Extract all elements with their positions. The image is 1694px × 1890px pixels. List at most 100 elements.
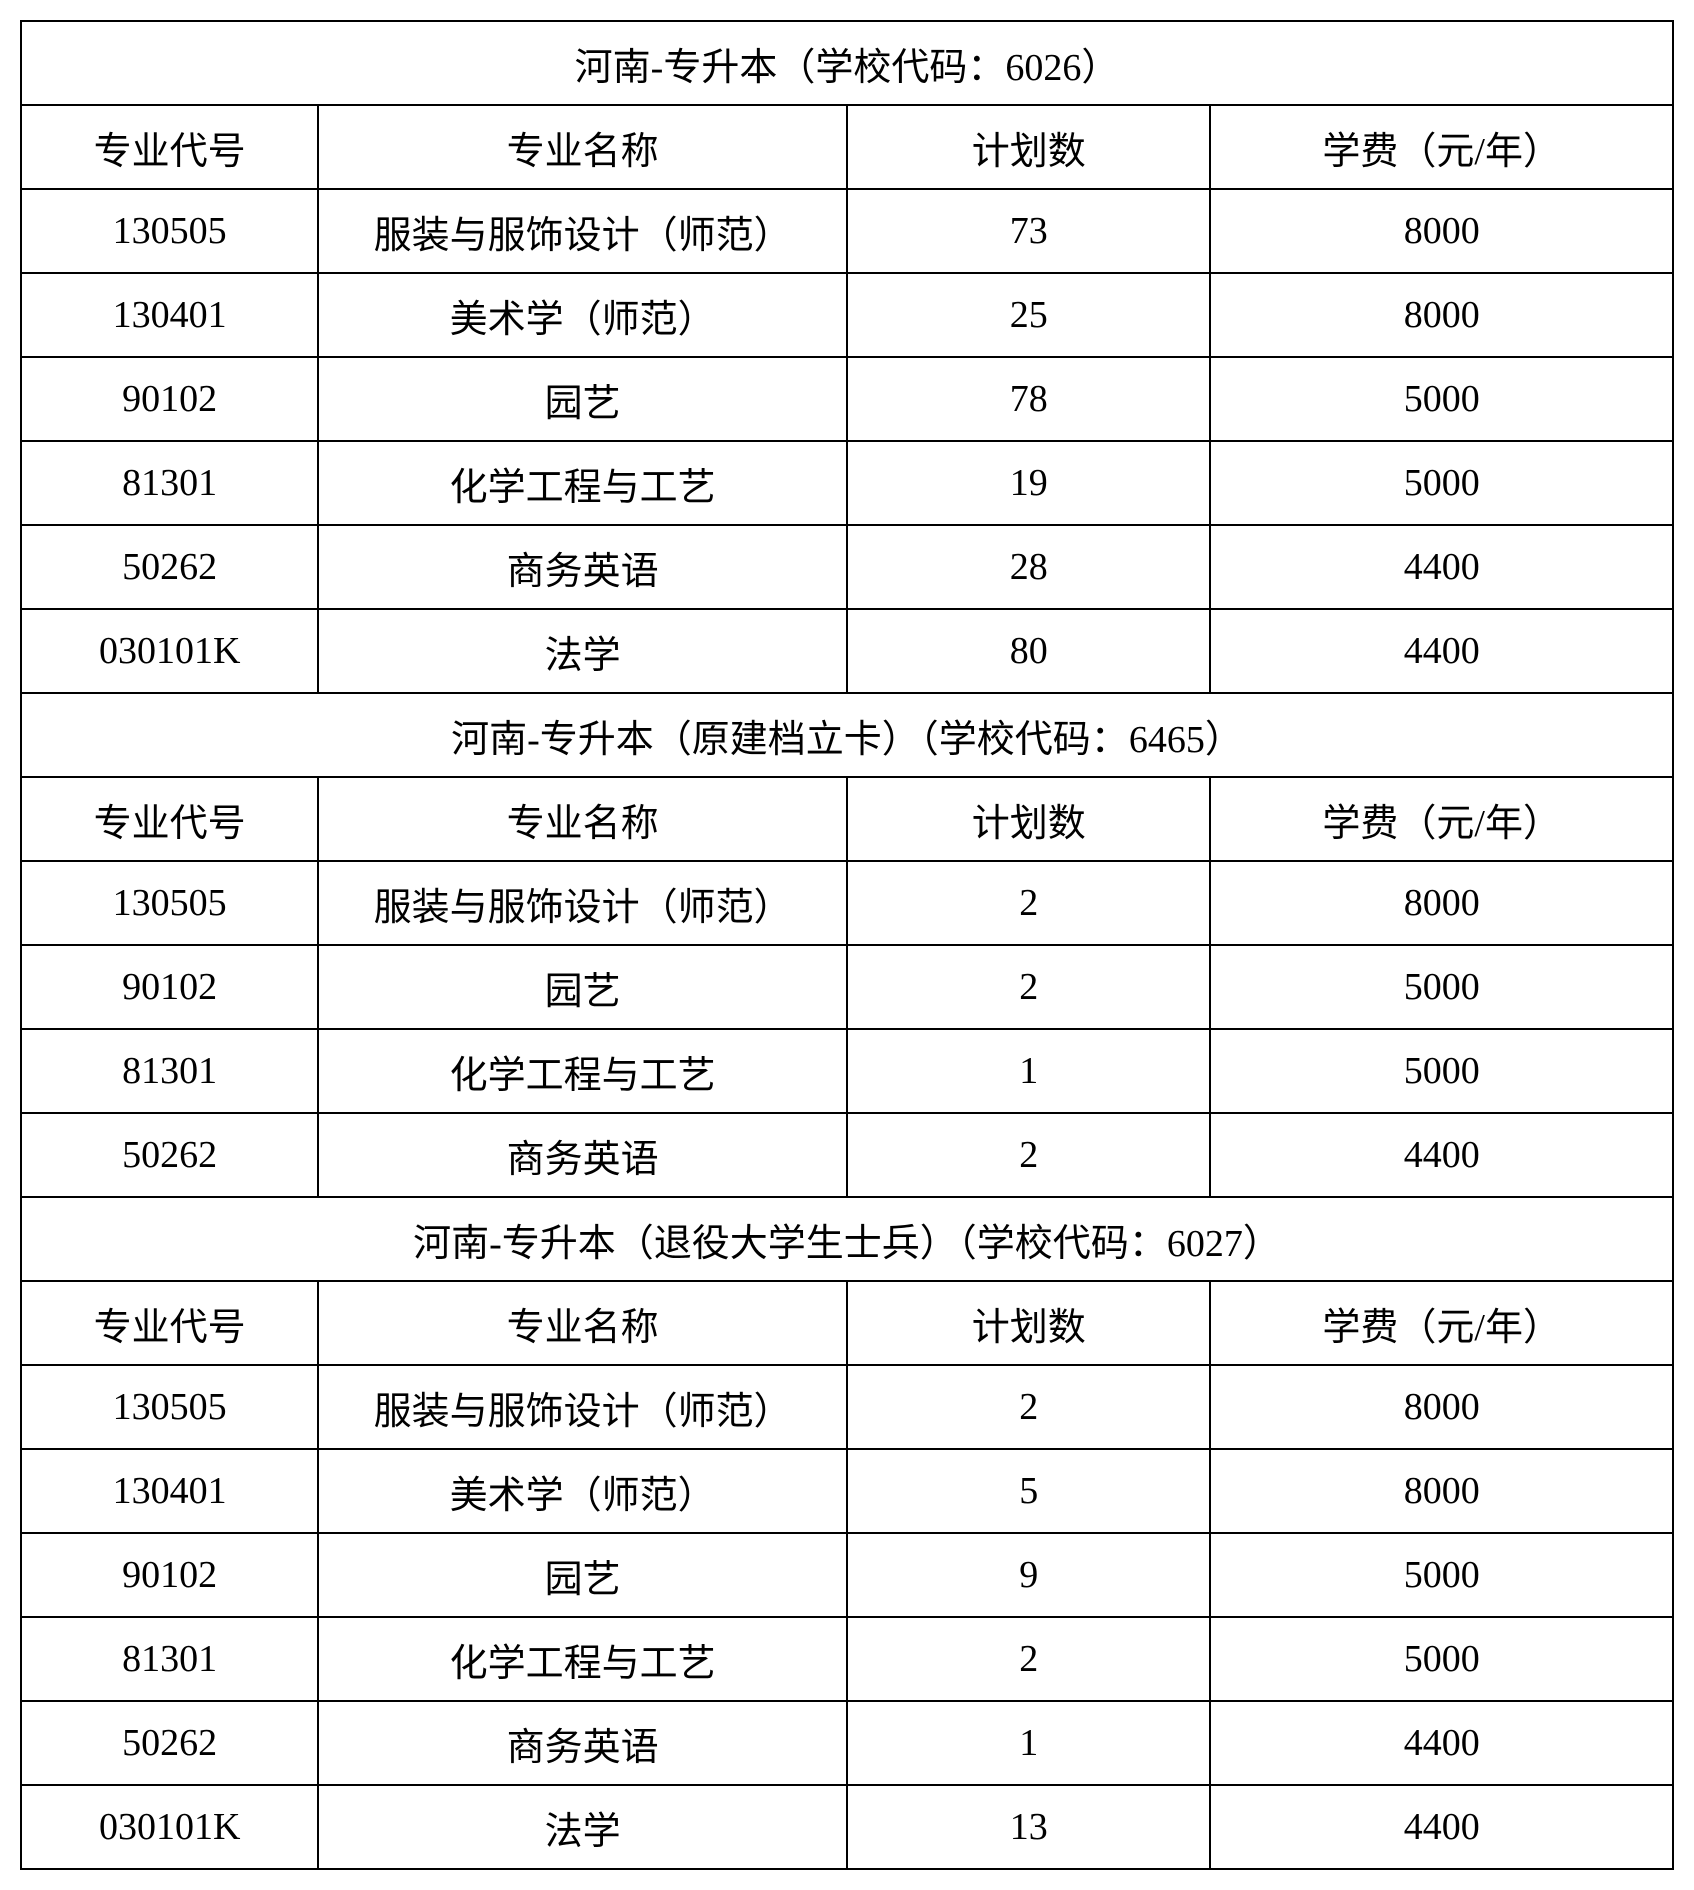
header-row: 专业代号 专业名称 计划数 学费（元/年） — [21, 1281, 1673, 1365]
cell-code: 90102 — [21, 945, 318, 1029]
table-row: 50262 商务英语 2 4400 — [21, 1113, 1673, 1197]
cell-name: 服装与服饰设计（师范） — [318, 1365, 847, 1449]
section-title-row: 河南-专升本（学校代码：6026） — [21, 21, 1673, 105]
col-header-name: 专业名称 — [318, 1281, 847, 1365]
cell-plan: 2 — [847, 1365, 1210, 1449]
cell-fee: 5000 — [1210, 945, 1673, 1029]
cell-code: 130505 — [21, 189, 318, 273]
section-title: 河南-专升本（学校代码：6026） — [21, 21, 1673, 105]
cell-name: 服装与服饰设计（师范） — [318, 861, 847, 945]
cell-code: 50262 — [21, 1701, 318, 1785]
cell-name: 法学 — [318, 1785, 847, 1869]
cell-fee: 4400 — [1210, 525, 1673, 609]
cell-name: 商务英语 — [318, 1113, 847, 1197]
cell-plan: 9 — [847, 1533, 1210, 1617]
table-row: 81301 化学工程与工艺 2 5000 — [21, 1617, 1673, 1701]
header-row: 专业代号 专业名称 计划数 学费（元/年） — [21, 105, 1673, 189]
cell-code: 81301 — [21, 1029, 318, 1113]
header-row: 专业代号 专业名称 计划数 学费（元/年） — [21, 777, 1673, 861]
cell-code: 81301 — [21, 1617, 318, 1701]
cell-plan: 2 — [847, 945, 1210, 1029]
cell-plan: 80 — [847, 609, 1210, 693]
cell-fee: 8000 — [1210, 861, 1673, 945]
cell-plan: 2 — [847, 1113, 1210, 1197]
col-header-fee: 学费（元/年） — [1210, 777, 1673, 861]
cell-plan: 73 — [847, 189, 1210, 273]
cell-code: 50262 — [21, 525, 318, 609]
cell-fee: 8000 — [1210, 189, 1673, 273]
cell-name: 服装与服饰设计（师范） — [318, 189, 847, 273]
cell-plan: 2 — [847, 1617, 1210, 1701]
table-body: 河南-专升本（学校代码：6026） 专业代号 专业名称 计划数 学费（元/年） … — [21, 21, 1673, 1869]
cell-code: 130505 — [21, 1365, 318, 1449]
cell-name: 园艺 — [318, 1533, 847, 1617]
table-row: 130505 服装与服饰设计（师范） 73 8000 — [21, 189, 1673, 273]
cell-fee: 5000 — [1210, 1617, 1673, 1701]
table-row: 81301 化学工程与工艺 1 5000 — [21, 1029, 1673, 1113]
cell-code: 130401 — [21, 1449, 318, 1533]
col-header-plan: 计划数 — [847, 1281, 1210, 1365]
enrollment-table: 河南-专升本（学校代码：6026） 专业代号 专业名称 计划数 学费（元/年） … — [20, 20, 1674, 1870]
table-row: 50262 商务英语 1 4400 — [21, 1701, 1673, 1785]
cell-name: 化学工程与工艺 — [318, 1029, 847, 1113]
cell-fee: 4400 — [1210, 1701, 1673, 1785]
section-title-row: 河南-专升本（退役大学生士兵）（学校代码：6027） — [21, 1197, 1673, 1281]
table-row: 130505 服装与服饰设计（师范） 2 8000 — [21, 861, 1673, 945]
cell-name: 商务英语 — [318, 1701, 847, 1785]
section-title: 河南-专升本（原建档立卡）（学校代码：6465） — [21, 693, 1673, 777]
cell-name: 园艺 — [318, 357, 847, 441]
table-row: 90102 园艺 9 5000 — [21, 1533, 1673, 1617]
cell-plan: 19 — [847, 441, 1210, 525]
cell-plan: 2 — [847, 861, 1210, 945]
cell-name: 美术学（师范） — [318, 1449, 847, 1533]
cell-plan: 25 — [847, 273, 1210, 357]
cell-code: 130505 — [21, 861, 318, 945]
cell-fee: 8000 — [1210, 1365, 1673, 1449]
table-row: 030101K 法学 80 4400 — [21, 609, 1673, 693]
section-title-row: 河南-专升本（原建档立卡）（学校代码：6465） — [21, 693, 1673, 777]
col-header-plan: 计划数 — [847, 105, 1210, 189]
cell-code: 50262 — [21, 1113, 318, 1197]
col-header-code: 专业代号 — [21, 1281, 318, 1365]
table-row: 90102 园艺 78 5000 — [21, 357, 1673, 441]
cell-fee: 4400 — [1210, 609, 1673, 693]
cell-name: 化学工程与工艺 — [318, 1617, 847, 1701]
section-title: 河南-专升本（退役大学生士兵）（学校代码：6027） — [21, 1197, 1673, 1281]
table-row: 030101K 法学 13 4400 — [21, 1785, 1673, 1869]
col-header-name: 专业名称 — [318, 105, 847, 189]
cell-code: 90102 — [21, 1533, 318, 1617]
cell-code: 81301 — [21, 441, 318, 525]
cell-name: 化学工程与工艺 — [318, 441, 847, 525]
col-header-plan: 计划数 — [847, 777, 1210, 861]
table-row: 130505 服装与服饰设计（师范） 2 8000 — [21, 1365, 1673, 1449]
cell-plan: 1 — [847, 1701, 1210, 1785]
cell-code: 030101K — [21, 1785, 318, 1869]
cell-fee: 5000 — [1210, 357, 1673, 441]
col-header-fee: 学费（元/年） — [1210, 1281, 1673, 1365]
col-header-name: 专业名称 — [318, 777, 847, 861]
cell-plan: 78 — [847, 357, 1210, 441]
cell-name: 美术学（师范） — [318, 273, 847, 357]
cell-plan: 28 — [847, 525, 1210, 609]
table-row: 130401 美术学（师范） 25 8000 — [21, 273, 1673, 357]
cell-fee: 8000 — [1210, 273, 1673, 357]
col-header-fee: 学费（元/年） — [1210, 105, 1673, 189]
cell-fee: 5000 — [1210, 441, 1673, 525]
cell-code: 130401 — [21, 273, 318, 357]
table-row: 81301 化学工程与工艺 19 5000 — [21, 441, 1673, 525]
cell-name: 园艺 — [318, 945, 847, 1029]
cell-name: 商务英语 — [318, 525, 847, 609]
cell-plan: 5 — [847, 1449, 1210, 1533]
cell-fee: 5000 — [1210, 1533, 1673, 1617]
cell-fee: 8000 — [1210, 1449, 1673, 1533]
table-row: 130401 美术学（师范） 5 8000 — [21, 1449, 1673, 1533]
col-header-code: 专业代号 — [21, 777, 318, 861]
cell-plan: 13 — [847, 1785, 1210, 1869]
cell-code: 030101K — [21, 609, 318, 693]
cell-fee: 4400 — [1210, 1113, 1673, 1197]
cell-fee: 5000 — [1210, 1029, 1673, 1113]
table-row: 90102 园艺 2 5000 — [21, 945, 1673, 1029]
cell-plan: 1 — [847, 1029, 1210, 1113]
table-row: 50262 商务英语 28 4400 — [21, 525, 1673, 609]
col-header-code: 专业代号 — [21, 105, 318, 189]
